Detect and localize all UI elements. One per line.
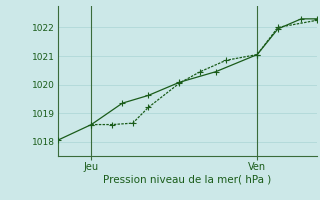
X-axis label: Pression niveau de la mer( hPa ): Pression niveau de la mer( hPa )	[103, 174, 271, 184]
